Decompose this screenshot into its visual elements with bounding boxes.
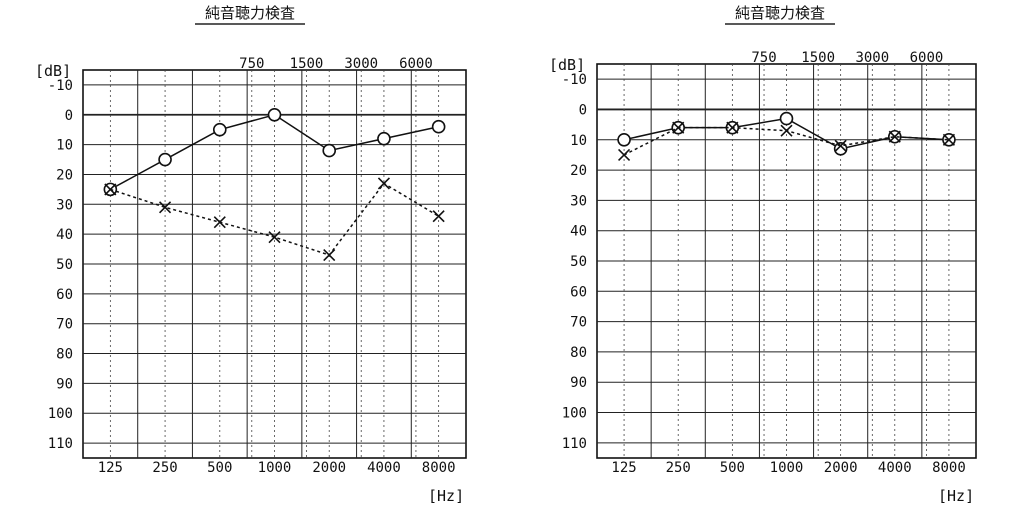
x-tick-label-bottom: 125 — [98, 460, 123, 476]
x-tick-label-top: 1500 — [290, 56, 324, 72]
x-tick-label-bottom: 8000 — [932, 460, 966, 476]
audiogram-panel-1: 純音聴力検査 -10 0 10 20 30 40 50 60 70 80 90 100 110 750 150… — [35, 4, 467, 505]
x-tick-label-bottom: 2000 — [824, 460, 858, 476]
data-point-cross — [672, 121, 685, 134]
x-tick-label-bottom: 4000 — [878, 460, 912, 476]
x-tick-label-bottom: 125 — [611, 460, 636, 476]
data-point-cross — [159, 201, 172, 214]
x-tick-label-bottom: 2000 — [312, 460, 346, 476]
x-tick-label-bottom: 4000 — [367, 460, 401, 476]
y-tick-label: 100 — [562, 406, 587, 422]
data-point-cross — [323, 248, 336, 262]
audiogram-panel-2: 純音聴力検査 -10 0 10 20 30 40 50 60 70 80 90 100 110 750 150… — [549, 4, 977, 505]
y-axis-label: [dB] — [35, 62, 71, 80]
x-tick-label-bottom: 250 — [666, 460, 691, 476]
x-tick-label-top: 750 — [239, 56, 264, 72]
x-tick-label-bottom: 8000 — [422, 460, 456, 476]
x-tick-label-bottom: 500 — [720, 460, 745, 476]
x-axis-label: [Hz] — [428, 487, 464, 505]
x-tick-label-bottom: 1000 — [770, 460, 804, 476]
y-tick-label: -10 — [562, 72, 587, 88]
y-tick-label: 30 — [570, 193, 587, 209]
x-tick-label-top: 3000 — [855, 50, 889, 66]
data-point-circle — [617, 132, 631, 147]
y-tick-label: 60 — [570, 284, 587, 300]
data-point-cross — [618, 148, 631, 161]
y-axis-label: [dB] — [549, 56, 585, 74]
x-tick-label-top: 750 — [751, 50, 776, 66]
x-tick-label-top: 6000 — [910, 50, 944, 66]
x-tick-label-bottom: 500 — [207, 460, 232, 476]
data-point-cross — [942, 133, 955, 146]
y-tick-label: 0 — [579, 102, 587, 118]
x-tick-label-top: 6000 — [399, 56, 433, 72]
data-point-circle — [377, 131, 391, 146]
y-tick-label: 20 — [570, 163, 587, 179]
x-tick-label-top: 1500 — [801, 50, 835, 66]
data-point-cross — [780, 124, 793, 137]
series-line-cross — [110, 182, 440, 256]
y-tick-label: 100 — [48, 406, 73, 422]
data-point-cross — [726, 121, 739, 134]
data-point-circle — [267, 107, 282, 122]
y-tick-label: 10 — [570, 133, 587, 149]
data-point-circle — [322, 143, 337, 158]
y-tick-label: 50 — [570, 254, 587, 270]
data-point-cross — [268, 231, 281, 244]
chart-title: 純音聴力検査 — [735, 4, 825, 22]
y-tick-label: 10 — [56, 138, 73, 154]
y-tick-label: 70 — [570, 315, 587, 331]
y-tick-label: 90 — [570, 375, 587, 391]
y-tick-label: 80 — [570, 345, 587, 361]
x-tick-label-top: 3000 — [344, 56, 378, 72]
data-point-circle — [431, 119, 446, 134]
x-axis-label: [Hz] — [938, 487, 974, 505]
y-tick-label: 40 — [570, 224, 587, 240]
y-tick-label: 110 — [562, 436, 587, 452]
x-tick-label-bottom: 250 — [152, 460, 177, 476]
data-point-cross — [213, 216, 226, 229]
y-tick-label: 90 — [56, 376, 73, 392]
y-tick-label: 70 — [56, 317, 73, 333]
data-point-cross — [834, 139, 847, 152]
y-tick-label: 50 — [56, 257, 73, 273]
y-tick-label: 110 — [48, 436, 73, 452]
chart-title: 純音聴力検査 — [205, 4, 295, 22]
y-tick-label: 60 — [56, 287, 73, 303]
y-tick-label: 40 — [56, 227, 73, 243]
y-tick-label: 80 — [56, 347, 73, 363]
y-tick-label: -10 — [48, 78, 73, 94]
data-point-cross — [888, 130, 901, 143]
x-tick-label-bottom: 1000 — [258, 460, 292, 476]
data-point-circle — [779, 111, 794, 126]
y-tick-label: 0 — [65, 108, 73, 124]
data-point-cross — [377, 177, 390, 190]
data-point-circle — [158, 152, 172, 167]
y-tick-label: 30 — [56, 197, 73, 213]
data-point-circle — [212, 122, 227, 137]
data-point-cross — [104, 183, 117, 196]
y-tick-label: 20 — [56, 167, 73, 183]
data-point-cross — [432, 210, 445, 223]
